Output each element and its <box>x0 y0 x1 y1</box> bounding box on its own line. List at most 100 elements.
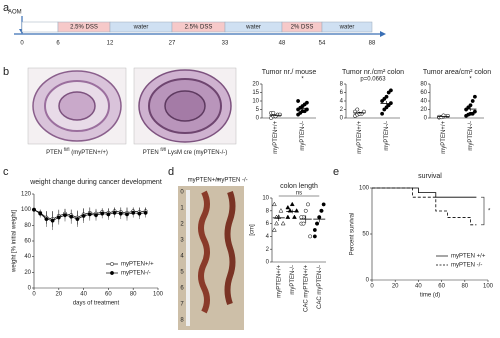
legend-marker <box>110 271 114 275</box>
segment-label: 2.5% DSS <box>185 25 213 31</box>
panel-label: a <box>3 2 10 14</box>
legend-label: myPTEN+/+ <box>121 262 154 268</box>
data-point <box>388 88 393 93</box>
chart-title: Tumor area/cm² colon <box>423 69 491 76</box>
ruler-label: 7 <box>180 302 184 308</box>
data-point <box>274 220 279 226</box>
y-tick-label: 100 <box>359 186 370 192</box>
survival-curve <box>372 187 477 198</box>
y-tick-label: 0 <box>28 286 32 292</box>
annotation: * <box>469 77 472 83</box>
data-point <box>308 234 313 239</box>
x-tick-label: 100 <box>153 292 164 298</box>
y-tick-label: 0 <box>366 278 370 284</box>
data-point <box>361 109 366 114</box>
caption-genotype: (myPTEN+/+) <box>71 150 108 156</box>
ruler-label: 3 <box>180 238 184 244</box>
ruler-label: 8 <box>180 318 184 324</box>
data-point <box>125 212 129 217</box>
data-point <box>277 112 282 117</box>
y-tick-label: 50 <box>362 232 369 238</box>
y-tick-label: 2 <box>340 107 344 113</box>
segment-label: 2% DSS <box>291 25 314 31</box>
y-tick-label: 20 <box>24 270 31 276</box>
x-tick-label: 40 <box>80 292 87 298</box>
panel-label: e <box>333 166 339 178</box>
category-label: myPTEN+/+ <box>441 121 447 154</box>
x-axis-label: days of treatment <box>73 301 120 307</box>
data-point <box>321 202 326 207</box>
segment-label: water <box>133 25 149 31</box>
x-tick-label: 100 <box>483 284 494 290</box>
caption-gene: PTEN <box>46 150 62 156</box>
data-point <box>271 110 276 115</box>
x-tick-label: 60 <box>438 284 445 290</box>
panel-label: b <box>3 66 9 78</box>
segment-label: water <box>245 25 261 31</box>
annotation: * <box>301 77 304 83</box>
x-tick-label: 0 <box>370 284 374 290</box>
y-tick-label: 120 <box>21 192 32 198</box>
survival-curve <box>372 187 477 226</box>
caption-sup: fl/fl <box>160 147 166 152</box>
data-point <box>472 94 477 99</box>
data-point <box>380 111 385 116</box>
y-tick-label: 40 <box>24 254 31 260</box>
y-tick-label: 0 <box>256 116 260 122</box>
category-label: myPTEN-/- <box>468 121 474 151</box>
timeline-arrowhead <box>380 31 386 37</box>
data-point <box>289 201 295 207</box>
day-label: 48 <box>279 41 286 47</box>
annotation: p=0.0663 <box>360 77 386 83</box>
x-tick-label: 80 <box>461 284 468 290</box>
data-point <box>355 107 360 112</box>
data-point <box>131 210 136 215</box>
x-tick-label: 20 <box>392 284 399 290</box>
category-label: myPTEN+/+ <box>357 121 363 154</box>
x-axis-label: time (d) <box>420 293 440 299</box>
data-point <box>285 214 291 219</box>
data-point <box>50 218 55 223</box>
data-point <box>315 221 319 226</box>
data-point <box>106 212 111 217</box>
histology-caption: PTEN fl/fl LysM cre (myPTEN-/-) <box>143 147 228 155</box>
x-tick-label: 0 <box>32 292 36 298</box>
data-point <box>271 201 277 207</box>
x-tick-label: 40 <box>415 284 422 290</box>
data-point <box>312 234 317 239</box>
panel-label: c <box>3 166 9 178</box>
annotation-bracket <box>481 196 485 226</box>
y-tick-label: 6 <box>340 90 344 96</box>
ruler-label: 2 <box>180 222 184 228</box>
day-label: 0 <box>20 41 24 47</box>
legend-label: myPTEN -/- <box>451 263 482 269</box>
data-point <box>470 99 475 103</box>
y-tick-label: 6 <box>266 221 270 227</box>
y-tick-label: 20 <box>252 82 259 88</box>
ruler-label: 0 <box>180 190 184 196</box>
y-tick-label: 60 <box>420 90 427 96</box>
category-label: myPTEN+/+ <box>276 265 282 298</box>
data-point <box>100 211 105 216</box>
day-label: 54 <box>319 41 326 47</box>
annotation: * <box>488 209 491 215</box>
data-point <box>299 215 304 220</box>
y-tick-label: 80 <box>420 82 427 88</box>
photo-label: myPTEN -/- <box>216 178 247 184</box>
data-point <box>112 210 117 215</box>
data-point <box>44 217 49 222</box>
data-point <box>285 204 291 210</box>
caption-gene: PTEN <box>143 150 159 156</box>
y-tick-label: 8 <box>266 208 270 214</box>
data-point <box>280 220 286 226</box>
y-tick-label: 0 <box>266 260 270 266</box>
data-point <box>143 210 148 215</box>
data-point <box>384 94 389 99</box>
legend-label: myPTEN-/- <box>121 271 151 277</box>
chart-title: Tumor nr./cm² colon <box>342 69 404 76</box>
panel-label: d <box>168 166 174 178</box>
ruler-label: 4 <box>180 254 184 260</box>
day-label: 88 <box>369 41 376 47</box>
ruler-label: 5 <box>180 270 184 276</box>
